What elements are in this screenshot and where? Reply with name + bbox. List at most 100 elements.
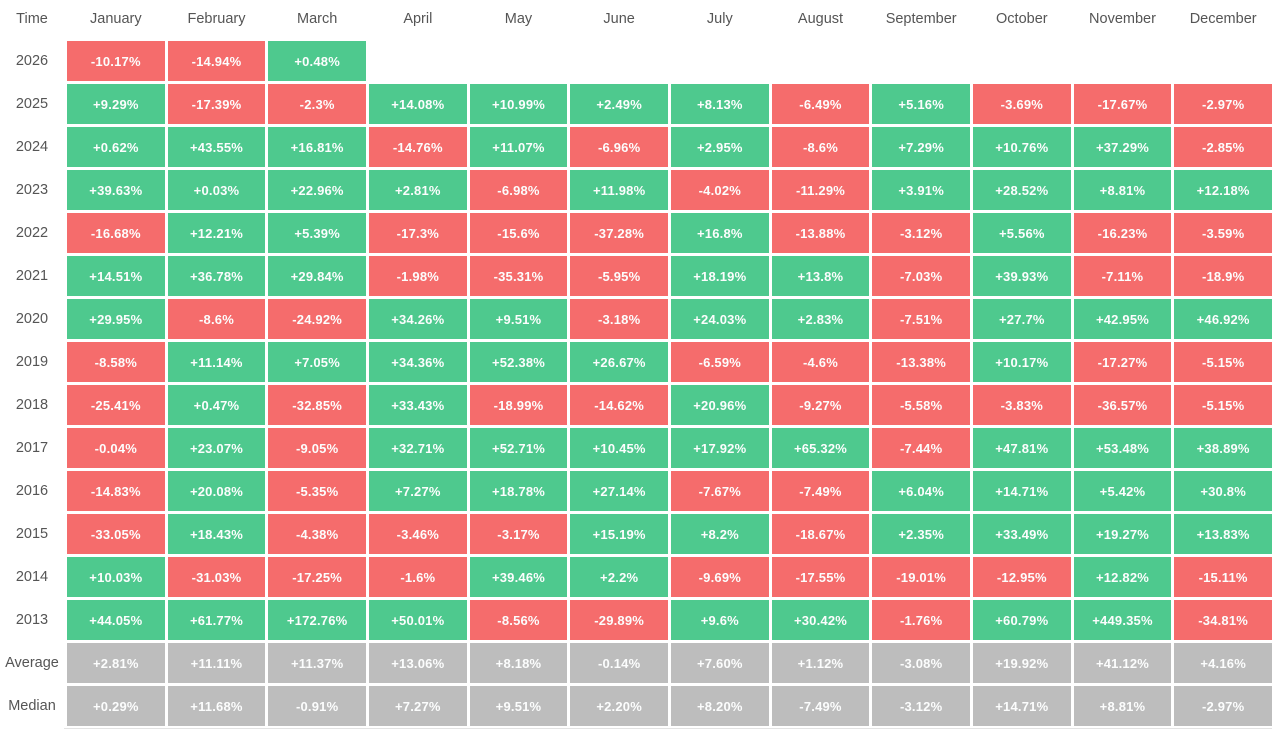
return-cell: +10.45% (570, 428, 668, 468)
return-cell: -3.18% (570, 299, 668, 339)
return-cell: -17.3% (368, 213, 467, 253)
return-cell: -7.03% (872, 256, 970, 296)
return-cell: +15.19% (570, 514, 668, 554)
return-cell: -5.15% (1174, 342, 1272, 382)
row-label-2016: 2016 (15, 483, 49, 499)
return-cell: -4.02% (670, 170, 769, 210)
return-cell: -5.95% (570, 256, 668, 296)
return-cell: -7.44% (872, 428, 970, 468)
return-cell: -17.25% (268, 557, 366, 597)
return-cell (369, 41, 467, 81)
return-cell (470, 41, 568, 81)
return-cell: +38.89% (1174, 428, 1272, 468)
return-cell: -29.89% (570, 600, 668, 640)
return-cell: -3.83% (972, 385, 1071, 425)
return-cell: +28.52% (972, 170, 1071, 210)
return-cell: -1.6% (368, 557, 467, 597)
return-cell: +2.2% (570, 557, 668, 597)
return-cell: +2.81% (67, 643, 165, 683)
return-cell: +18.43% (167, 514, 266, 554)
return-cell: +39.93% (972, 256, 1071, 296)
return-cell (570, 41, 668, 81)
return-cell: +2.49% (570, 84, 668, 124)
return-cell: +13.06% (368, 643, 467, 683)
row-label-2019: 2019 (15, 354, 49, 370)
return-cell: +20.96% (670, 385, 769, 425)
return-cell: -14.76% (368, 127, 467, 167)
return-cell: +12.21% (167, 213, 266, 253)
return-cell: +34.36% (368, 342, 467, 382)
column-header-december: December (1189, 11, 1257, 27)
row-label-2026: 2026 (15, 53, 49, 69)
return-cell: +17.92% (670, 428, 769, 468)
return-cell: -3.08% (872, 643, 970, 683)
return-cell: -18.67% (771, 514, 870, 554)
return-cell: -5.58% (872, 385, 970, 425)
return-cell: +22.96% (268, 170, 366, 210)
return-cell: +44.05% (67, 600, 165, 640)
return-cell (1074, 41, 1172, 81)
column-header-january: January (90, 11, 142, 27)
return-cell: -6.49% (771, 84, 870, 124)
row-label-2015: 2015 (15, 526, 49, 542)
return-cell: -4.38% (268, 514, 366, 554)
return-cell: +13.83% (1174, 514, 1272, 554)
return-cell: +1.12% (771, 643, 870, 683)
return-cell: +7.29% (872, 127, 970, 167)
return-cell: -7.49% (771, 471, 870, 511)
return-cell: -5.15% (1174, 385, 1272, 425)
return-cell: -8.6% (167, 299, 266, 339)
return-cell: -2.85% (1174, 127, 1272, 167)
return-cell: +9.29% (67, 84, 165, 124)
return-cell: -13.88% (771, 213, 870, 253)
return-cell: +9.51% (469, 686, 568, 726)
return-cell: +8.2% (670, 514, 769, 554)
return-cell: -5.35% (268, 471, 366, 511)
return-cell: -1.76% (872, 600, 970, 640)
return-cell: -16.23% (1073, 213, 1172, 253)
row-label-2018: 2018 (15, 397, 49, 413)
return-cell: -11.29% (771, 170, 870, 210)
return-cell: -9.05% (268, 428, 366, 468)
return-cell: +39.63% (67, 170, 165, 210)
row-label-2025: 2025 (15, 96, 49, 112)
return-cell: +19.92% (972, 643, 1071, 683)
return-cell: +5.56% (972, 213, 1071, 253)
return-cell: +7.60% (670, 643, 769, 683)
return-cell: +27.7% (972, 299, 1071, 339)
return-cell: +5.16% (872, 84, 970, 124)
return-cell: -4.6% (771, 342, 870, 382)
return-cell: +7.05% (268, 342, 366, 382)
row-label-2023: 2023 (15, 182, 49, 198)
column-header-august: August (797, 11, 844, 27)
return-cell: +0.62% (67, 127, 165, 167)
return-cell: +10.03% (67, 557, 165, 597)
return-cell: -0.14% (570, 643, 668, 683)
return-cell: -14.83% (67, 471, 165, 511)
return-cell: -17.67% (1073, 84, 1172, 124)
return-cell: +39.46% (469, 557, 568, 597)
return-cell: +2.20% (570, 686, 668, 726)
return-cell: -9.27% (771, 385, 870, 425)
return-cell: +52.38% (469, 342, 568, 382)
return-cell: -0.04% (67, 428, 165, 468)
return-cell: +9.6% (670, 600, 769, 640)
return-cell: -8.6% (771, 127, 870, 167)
return-cell: -7.49% (771, 686, 870, 726)
return-cell: -24.92% (268, 299, 366, 339)
return-cell: +46.92% (1174, 299, 1272, 339)
return-cell: -18.99% (469, 385, 568, 425)
return-cell: +19.27% (1073, 514, 1172, 554)
return-cell: +14.08% (368, 84, 467, 124)
return-cell: +47.81% (972, 428, 1071, 468)
return-cell: +26.67% (570, 342, 668, 382)
return-cell: +18.78% (469, 471, 568, 511)
column-header-may: May (504, 11, 533, 27)
return-cell: -7.67% (670, 471, 769, 511)
row-label-2020: 2020 (15, 311, 49, 327)
return-cell: -17.55% (771, 557, 870, 597)
return-cell: +60.79% (972, 600, 1071, 640)
return-cell: +11.14% (167, 342, 266, 382)
return-cell: -7.51% (872, 299, 970, 339)
return-cell: +27.14% (570, 471, 668, 511)
